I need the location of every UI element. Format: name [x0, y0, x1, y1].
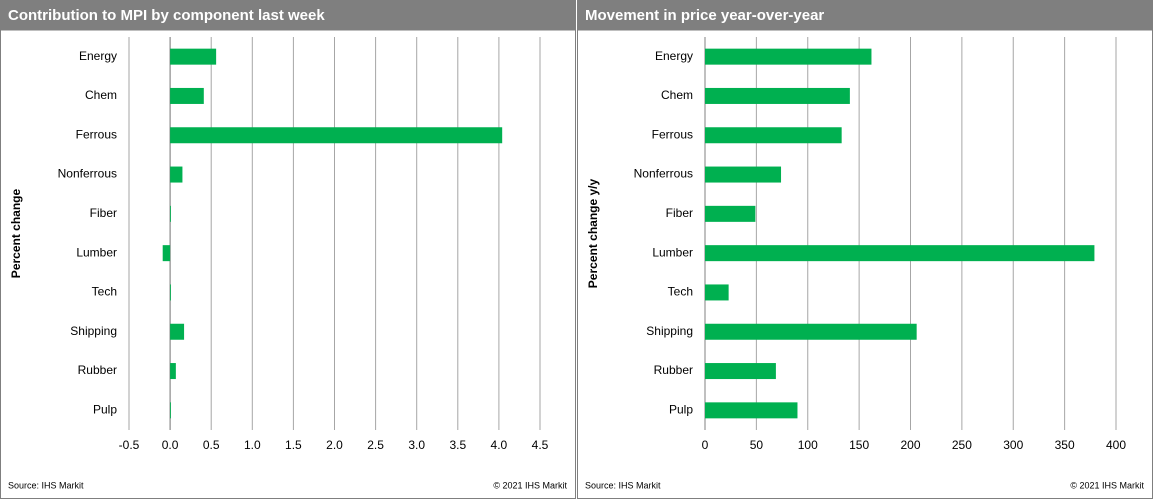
- y-tick-label: Nonferrous: [634, 167, 693, 181]
- y-tick-label: Rubber: [78, 363, 117, 377]
- x-tick-label: 1.0: [244, 438, 261, 452]
- y-tick-label: Tech: [668, 285, 693, 299]
- x-tick-label: 250: [952, 438, 972, 452]
- copyright: © 2021 IHS Markit: [1070, 480, 1144, 490]
- bar: [170, 323, 185, 340]
- bar: [170, 87, 204, 104]
- bar: [705, 323, 917, 340]
- x-tick-label: 2.5: [367, 438, 384, 452]
- y-axis-label: Percent change: [9, 188, 23, 278]
- chart-title: Movement in price year-over-year: [585, 7, 824, 24]
- y-tick-label: Tech: [92, 285, 117, 299]
- bar: [705, 363, 776, 380]
- y-tick-label: Shipping: [70, 324, 117, 338]
- source: Source: IHS Markit: [585, 480, 661, 490]
- x-tick-label: 150: [849, 438, 869, 452]
- y-tick-label: Rubber: [654, 363, 693, 377]
- bar: [705, 127, 842, 144]
- bar: [170, 363, 176, 380]
- y-tick-label: Pulp: [93, 403, 117, 417]
- bar: [162, 245, 171, 262]
- x-tick-label: -0.5: [119, 438, 140, 452]
- chart-title: Contribution to MPI by component last we…: [8, 7, 325, 24]
- bar: [170, 48, 217, 65]
- x-tick-label: 400: [1106, 438, 1126, 452]
- bar: [705, 205, 756, 222]
- y-tick-label: Nonferrous: [58, 167, 117, 181]
- bar: [705, 402, 798, 419]
- bar: [170, 127, 503, 144]
- y-tick-label: Chem: [661, 88, 693, 102]
- y-tick-label: Lumber: [652, 245, 693, 259]
- x-tick-label: 0.5: [203, 438, 220, 452]
- bar: [170, 284, 171, 301]
- y-tick-label: Fiber: [666, 206, 693, 220]
- x-tick-label: 3.0: [408, 438, 425, 452]
- y-axis-label: Percent change y/y: [586, 178, 600, 288]
- bar: [170, 402, 171, 419]
- y-tick-label: Pulp: [669, 403, 693, 417]
- x-tick-label: 350: [1055, 438, 1075, 452]
- bar: [705, 166, 782, 183]
- x-tick-label: 50: [750, 438, 764, 452]
- x-tick-label: 4.0: [491, 438, 508, 452]
- source: Source: IHS Markit: [8, 480, 84, 490]
- bar: [705, 48, 872, 65]
- bar: [170, 205, 171, 222]
- bar: [170, 166, 183, 183]
- x-tick-label: 200: [900, 438, 920, 452]
- y-tick-label: Shipping: [646, 324, 693, 338]
- x-tick-label: 3.5: [449, 438, 466, 452]
- bar: [705, 87, 850, 104]
- x-tick-label: 1.5: [285, 438, 302, 452]
- bar: [705, 284, 729, 301]
- x-tick-label: 0: [702, 438, 709, 452]
- x-tick-label: 300: [1003, 438, 1023, 452]
- y-tick-label: Lumber: [76, 245, 117, 259]
- panel-header: [577, 0, 1153, 31]
- panel: [0, 0, 576, 499]
- y-tick-label: Ferrous: [652, 127, 693, 141]
- x-tick-label: 2.0: [326, 438, 343, 452]
- x-tick-label: 100: [798, 438, 818, 452]
- y-tick-label: Ferrous: [76, 127, 117, 141]
- panel-header: [0, 0, 576, 31]
- x-tick-label: 4.5: [532, 438, 549, 452]
- x-tick-label: 0.0: [162, 438, 179, 452]
- y-tick-label: Energy: [655, 49, 693, 63]
- y-tick-label: Fiber: [90, 206, 117, 220]
- copyright: © 2021 IHS Markit: [493, 480, 567, 490]
- y-tick-label: Chem: [85, 88, 117, 102]
- y-tick-label: Energy: [79, 49, 117, 63]
- bar: [705, 245, 1095, 262]
